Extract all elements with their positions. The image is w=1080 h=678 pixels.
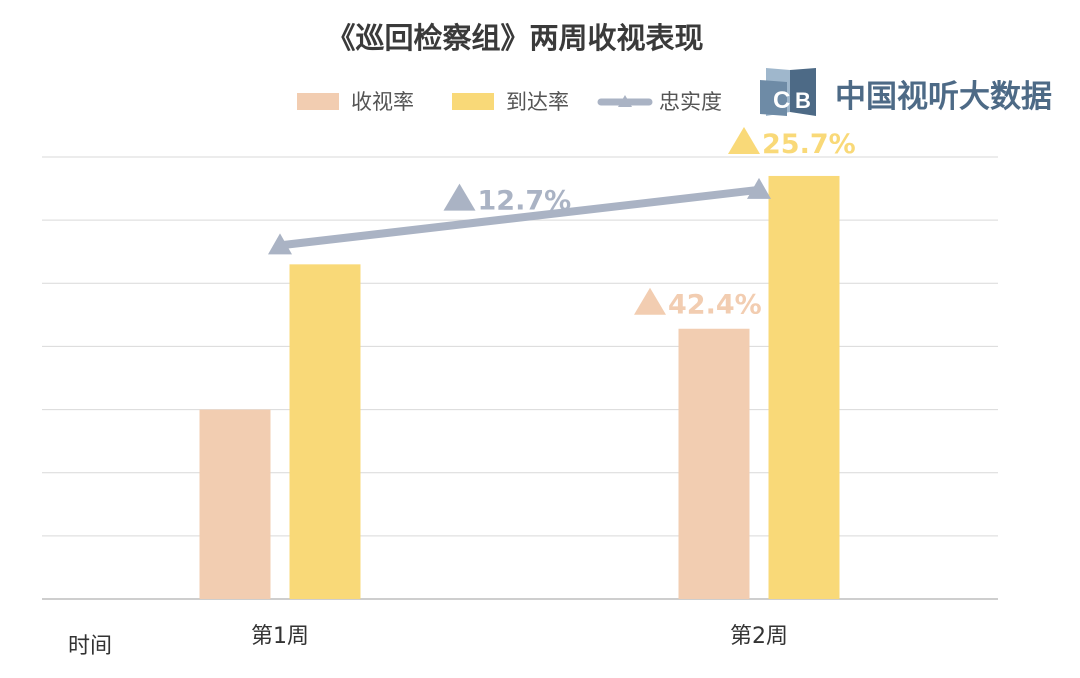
annotation-up-arrow-icon [443, 183, 476, 211]
x-tick-label: 第1周 [251, 624, 309, 649]
x-axis-ticks: 第1周 第2周 [251, 624, 788, 649]
annotation-2: 42.4% [634, 287, 762, 321]
cvb-logo-icon: C B [760, 68, 816, 116]
legend-item-loyalty: 忠实度 [597, 90, 722, 114]
grid [42, 156, 998, 600]
loyalty-line [276, 185, 763, 250]
legend-marker-loyalty [618, 95, 632, 107]
svg-text:C: C [773, 87, 790, 114]
legend: 收视率 到达率 忠实度 [297, 90, 722, 114]
annotation-label: 42.4% [668, 290, 762, 321]
legend-label-rating: 收视率 [351, 90, 414, 114]
legend-label-loyalty: 忠实度 [659, 90, 722, 114]
legend-label-reach: 到达率 [506, 90, 569, 114]
legend-swatch-reach [452, 93, 494, 110]
svg-text:B: B [795, 88, 811, 113]
annotation-1: 12.7% [443, 183, 572, 217]
loyalty-line-series [268, 177, 771, 255]
x-tick-label: 第2周 [730, 624, 788, 649]
annotation-label: 12.7% [478, 186, 572, 217]
bar-rating-week2 [678, 328, 750, 599]
annotation-3: 25.7% [728, 126, 856, 160]
legend-item-reach: 到达率 [452, 90, 569, 114]
loyalty-point-week1 [268, 233, 292, 255]
loyalty-point-week2 [747, 177, 771, 199]
annotation-up-arrow-icon [634, 287, 666, 315]
bar-reach-week2 [768, 175, 840, 599]
brand-name: 中国视听大数据 [835, 79, 1052, 115]
annotation-up-arrow-icon [728, 126, 760, 154]
bar-reach-week1 [289, 264, 361, 599]
brand: C B 中国视听大数据 [760, 68, 1052, 116]
x-axis-label: 时间 [68, 634, 112, 659]
legend-item-rating: 收视率 [297, 90, 414, 114]
annotations: 12.7% 42.4% 25.7% [443, 126, 856, 321]
legend-swatch-rating [297, 93, 339, 110]
bar-rating-week1 [199, 409, 271, 599]
chart-title: 《巡回检察组》两周收视表现 [326, 21, 703, 55]
bars [199, 175, 840, 599]
annotation-label: 25.7% [762, 129, 856, 160]
